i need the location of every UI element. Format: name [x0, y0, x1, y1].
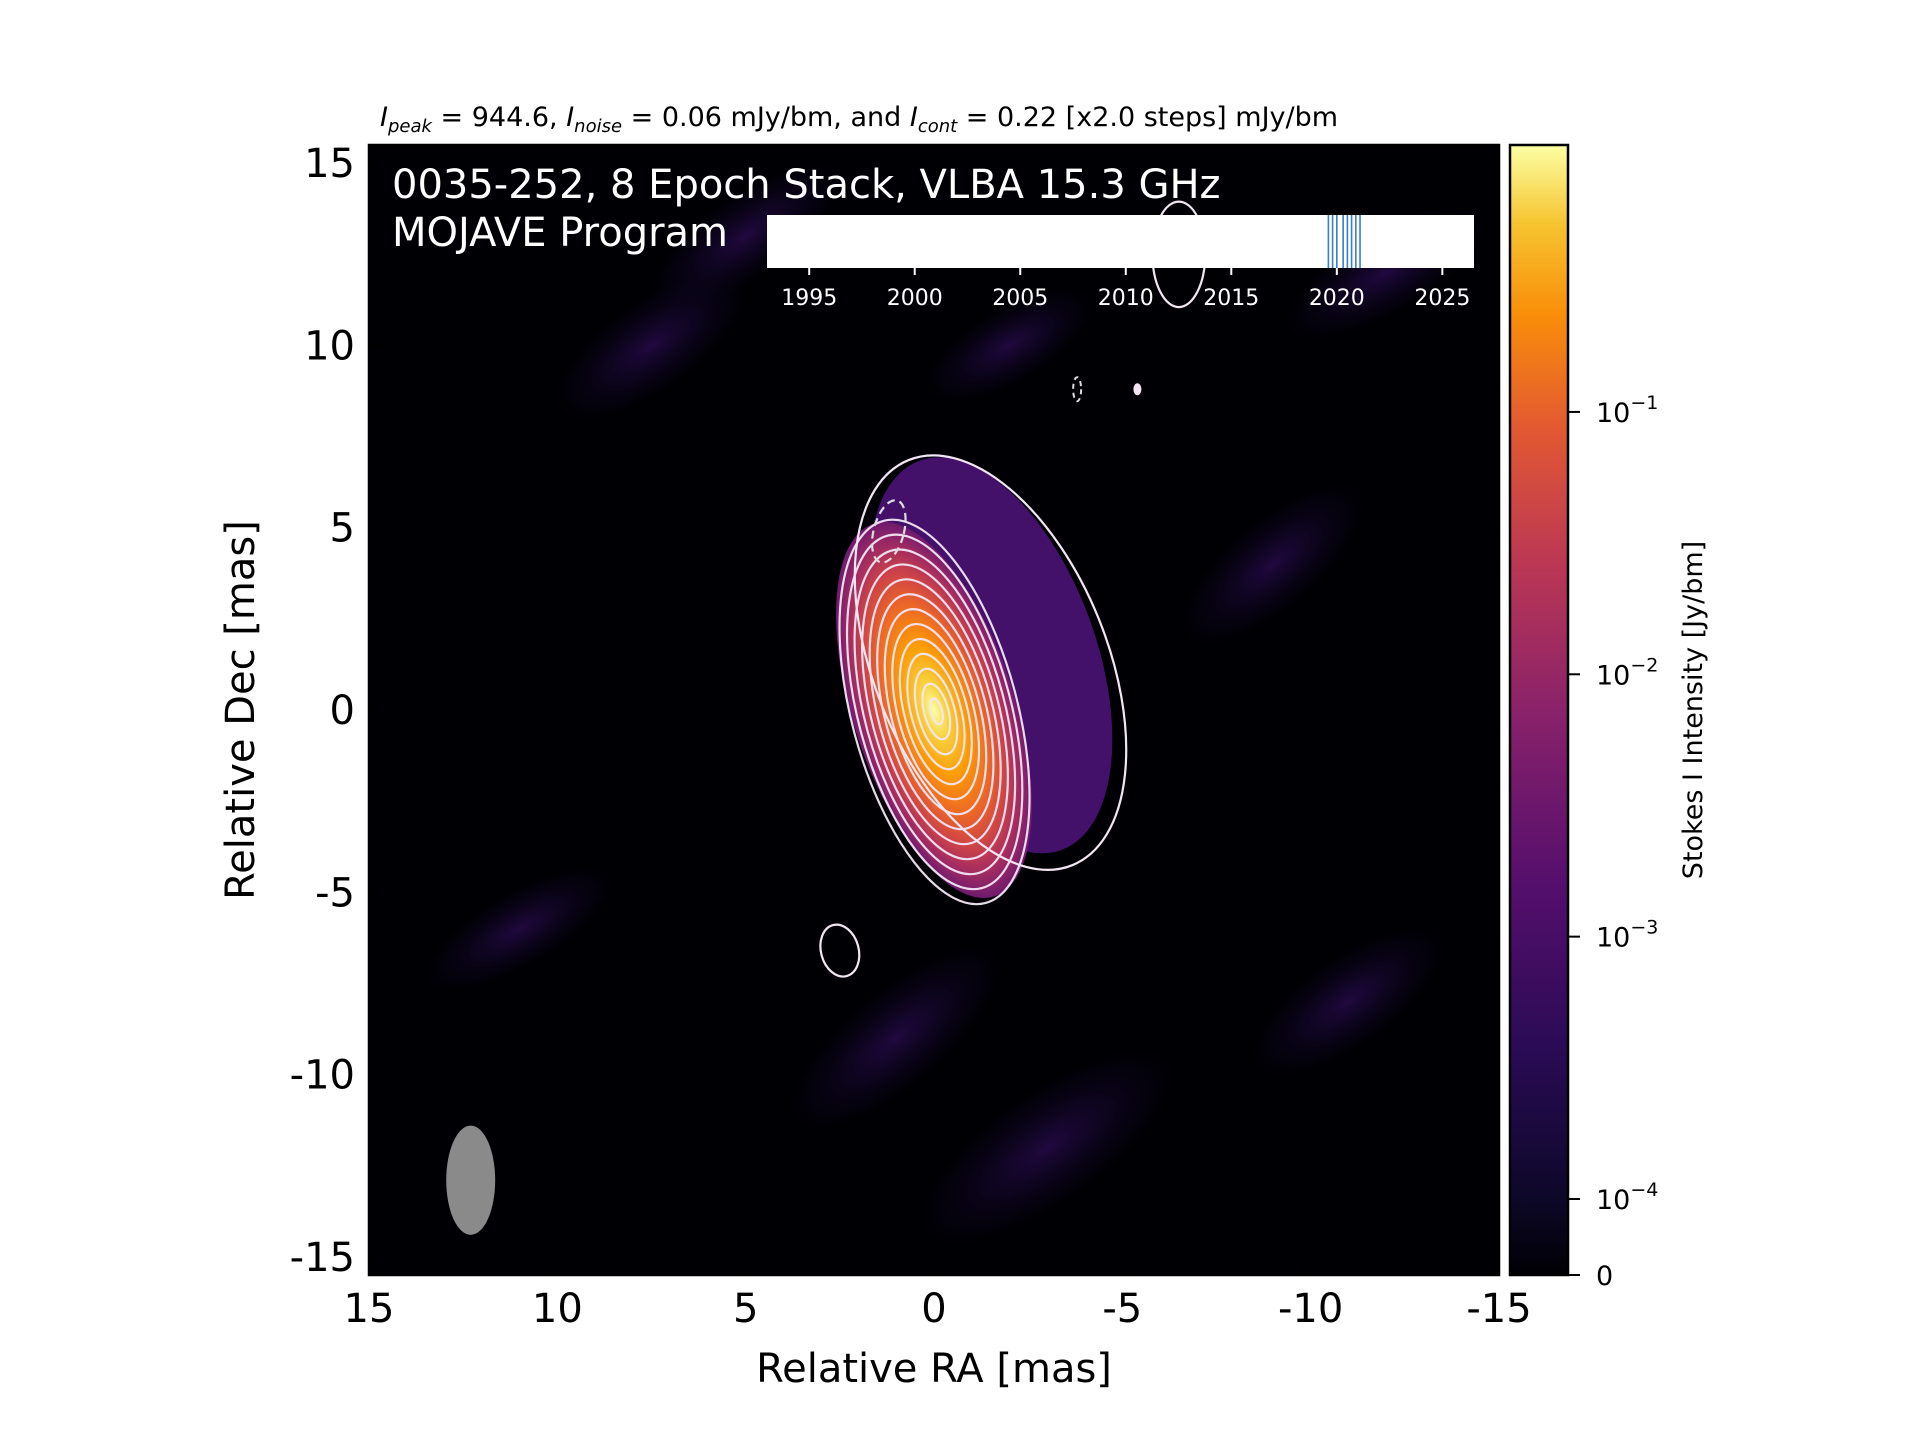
- colorbar-tick-label: 10−2: [1596, 654, 1658, 691]
- y-tick-label: 0: [330, 688, 355, 734]
- colorbar: 0 10−4 10−3 10−2 10−1 Stokes I Intensity [Jy…: [1508, 143, 1709, 1292]
- y-tick-label: -5: [315, 870, 355, 916]
- timeline-tick-label: 2010: [1098, 286, 1154, 311]
- x-tick-label: 10: [532, 1286, 583, 1332]
- noise-patch: [555, 270, 748, 421]
- title-noise-label: I: [566, 102, 574, 133]
- contour-component: [1133, 383, 1142, 396]
- y-axis-label: Relative Dec [mas]: [218, 520, 264, 900]
- timeline-tick-label: 2025: [1414, 286, 1470, 311]
- y-tick-label: -10: [290, 1053, 355, 1099]
- noise-patches: [426, 162, 1487, 1246]
- title-peak-label: I: [380, 102, 388, 133]
- x-axis-label: Relative RA [mas]: [756, 1346, 1112, 1392]
- overlay-line2: MOJAVE Program: [392, 210, 728, 256]
- colorbar-tick-label: 10−3: [1596, 917, 1658, 954]
- noise-patch: [1181, 483, 1365, 645]
- colorbar-bar: [1508, 143, 1570, 1277]
- x-tick-label: 15: [344, 1286, 395, 1332]
- timeline-tick-label: 2005: [992, 286, 1048, 311]
- noise-patch: [426, 866, 613, 991]
- contour-level: [906, 652, 966, 771]
- negative-contour: [870, 499, 907, 564]
- timeline-tick-label: 1995: [781, 286, 837, 311]
- x-tick-label: 5: [733, 1286, 758, 1332]
- contour-level: [913, 667, 959, 756]
- contour-level: [845, 533, 1024, 891]
- contour-component: [819, 923, 861, 978]
- negative-contour: [1072, 376, 1083, 403]
- y-ticks: 15 10 5 0 -5 -10 -15: [290, 141, 1499, 1281]
- contour-level: [891, 622, 981, 801]
- noise-patch: [1252, 926, 1445, 1077]
- beam-ellipse: [446, 1125, 496, 1235]
- title-cont-text: = 0.22 [x2.0 steps] mJy/bm: [957, 102, 1338, 133]
- contour-level: [883, 608, 988, 816]
- y-tick-label: 5: [330, 506, 355, 552]
- contour-level: [838, 518, 1031, 906]
- timeline-tick-label: 2000: [887, 286, 943, 311]
- chart-title: Ipeak = 944.6, Inoise = 0.06 mJy/bm, and…: [380, 102, 1338, 137]
- x-tick-label: -15: [1466, 1286, 1531, 1332]
- contour-level: [868, 578, 1002, 846]
- contour-level: [921, 682, 952, 741]
- noise-patch: [919, 1049, 1175, 1246]
- title-noise-sub: noise: [574, 116, 622, 137]
- epoch-timeline: 1995 2000 2005 2010 2015 2020 2025: [767, 215, 1474, 311]
- title-peak-sub: peak: [387, 116, 434, 137]
- timeline-tick-label: 2015: [1203, 286, 1259, 311]
- timeline-tick-label: 2020: [1309, 286, 1365, 311]
- image-axes: 1995 2000 2005 2010 2015 2020 2025 15 10 5 0 -5 -10…: [290, 141, 1532, 1332]
- timeline-box: [767, 215, 1474, 268]
- contour-level: [928, 697, 944, 726]
- title-cont-sub: cont: [918, 116, 958, 137]
- colorbar-label: Stokes I Intensity [Jy/bm]: [1678, 541, 1709, 879]
- contour-outer: [853, 454, 1128, 871]
- y-tick-label: 15: [304, 141, 355, 187]
- colorbar-tick-label: 10−1: [1596, 392, 1658, 429]
- contour-level: [853, 548, 1017, 876]
- contour-level: [876, 593, 995, 831]
- noise-patch: [790, 945, 1003, 1131]
- colorbar-ticks: 0 10−4 10−3 10−2 10−1: [1568, 392, 1658, 1292]
- noise-patch: [925, 288, 1094, 403]
- contour-level: [861, 563, 1009, 861]
- x-tick-label: -10: [1278, 1286, 1343, 1332]
- y-tick-label: -15: [290, 1235, 355, 1281]
- title-cont-label: I: [910, 102, 918, 133]
- overlay-line1: 0035-252, 8 Epoch Stack, VLBA 15.3 GHz: [392, 162, 1221, 208]
- title-peak-text: = 944.6,: [432, 102, 566, 133]
- noise-patch: [650, 162, 842, 310]
- y-tick-label: 10: [304, 323, 355, 369]
- x-ticks: 15 10 5 0 -5 -10 -15: [344, 145, 1532, 1332]
- colorbar-tick-label: 10−4: [1596, 1179, 1658, 1216]
- title-noise-text: = 0.06 mJy/bm, and: [622, 102, 910, 133]
- x-tick-label: 0: [921, 1286, 946, 1332]
- x-tick-label: -5: [1102, 1286, 1142, 1332]
- contour-level: [898, 637, 973, 786]
- contour-levels: [446, 200, 1207, 1235]
- colorbar-tick-label: 0: [1596, 1261, 1613, 1292]
